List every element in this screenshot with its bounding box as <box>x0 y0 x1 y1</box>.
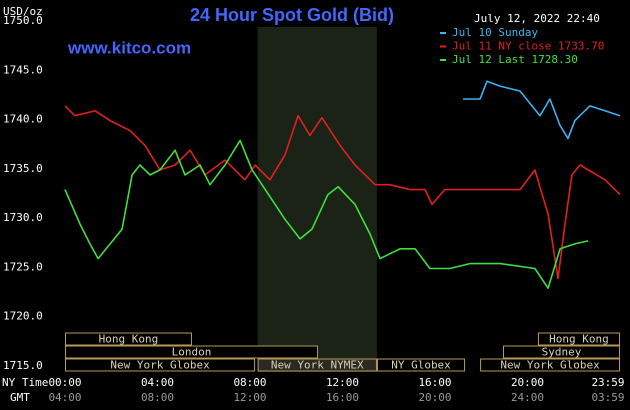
x2-tick-label: 20:00 <box>418 391 451 404</box>
x2-tick-label: 03:59 <box>591 391 624 404</box>
x2-row-label: GMT <box>10 391 30 404</box>
session-label: London <box>172 346 212 359</box>
x-row-label: NY Time <box>2 376 48 389</box>
session-bar <box>65 345 318 359</box>
y-tick-label: 1750.0 <box>3 14 43 27</box>
session-label: NY Globex <box>391 359 451 372</box>
x-tick-label: 00:00 <box>48 376 81 389</box>
x2-tick-label: 16:00 <box>326 391 359 404</box>
session-bar <box>376 358 466 372</box>
y-tick-label: 1745.0 <box>3 63 43 76</box>
y-unit: USD/oz <box>3 5 43 18</box>
timestamp: July 12, 2022 22:40 <box>474 12 600 25</box>
x2-tick-label: 04:00 <box>48 391 81 404</box>
y-tick-label: 1725.0 <box>3 260 43 273</box>
x-tick-label: 08:00 <box>233 376 266 389</box>
y-tick-label: 1715.0 <box>3 359 43 372</box>
y-tick-label: 1735.0 <box>3 162 43 175</box>
legend-label: Jul 10 Sunday <box>452 26 538 39</box>
series-line <box>64 139 589 289</box>
x-tick-label: 20:00 <box>511 376 544 389</box>
session-bar <box>65 358 256 372</box>
session-bar <box>480 358 620 372</box>
legend-label: Jul 11 NY close 1733.70 <box>452 40 604 53</box>
series-line <box>64 105 621 280</box>
session-label: New York NYMEX <box>271 359 364 372</box>
x-tick-label: 23:59 <box>591 376 624 389</box>
session-label: Sydney <box>542 346 582 359</box>
session-label: Hong Kong <box>549 333 609 346</box>
y-tick-label: 1740.0 <box>3 113 43 126</box>
session-label: New York Globex <box>500 359 600 372</box>
plot-background <box>257 27 377 372</box>
x-tick-label: 12:00 <box>326 376 359 389</box>
session-label: Hong Kong <box>99 333 159 346</box>
session-bar <box>537 332 620 346</box>
y-tick-label: 1720.0 <box>3 310 43 323</box>
session-label: New York Globex <box>110 359 210 372</box>
session-bar <box>502 345 620 359</box>
x2-tick-label: 08:00 <box>141 391 174 404</box>
x-tick-label: 16:00 <box>418 376 451 389</box>
highlight-region <box>257 27 377 372</box>
x2-tick-label: 24:00 <box>511 391 544 404</box>
x2-tick-label: 12:00 <box>233 391 266 404</box>
annotations: 1715.0 1720.0 1725.0 1730.0 1735.0 1740.0 1745… <box>3 14 625 404</box>
lines <box>64 80 621 289</box>
x-tick-label: 04:00 <box>141 376 174 389</box>
y-tick-label: 1730.0 <box>3 211 43 224</box>
series-line <box>463 80 621 140</box>
source: www.kitco.com <box>67 38 191 57</box>
legend-label: Jul 12 Last 1728.30 <box>452 53 578 66</box>
session-bar <box>65 332 192 346</box>
chart-title: 24 Hour Spot Gold (Bid) <box>190 5 394 25</box>
session-bar <box>257 358 377 372</box>
